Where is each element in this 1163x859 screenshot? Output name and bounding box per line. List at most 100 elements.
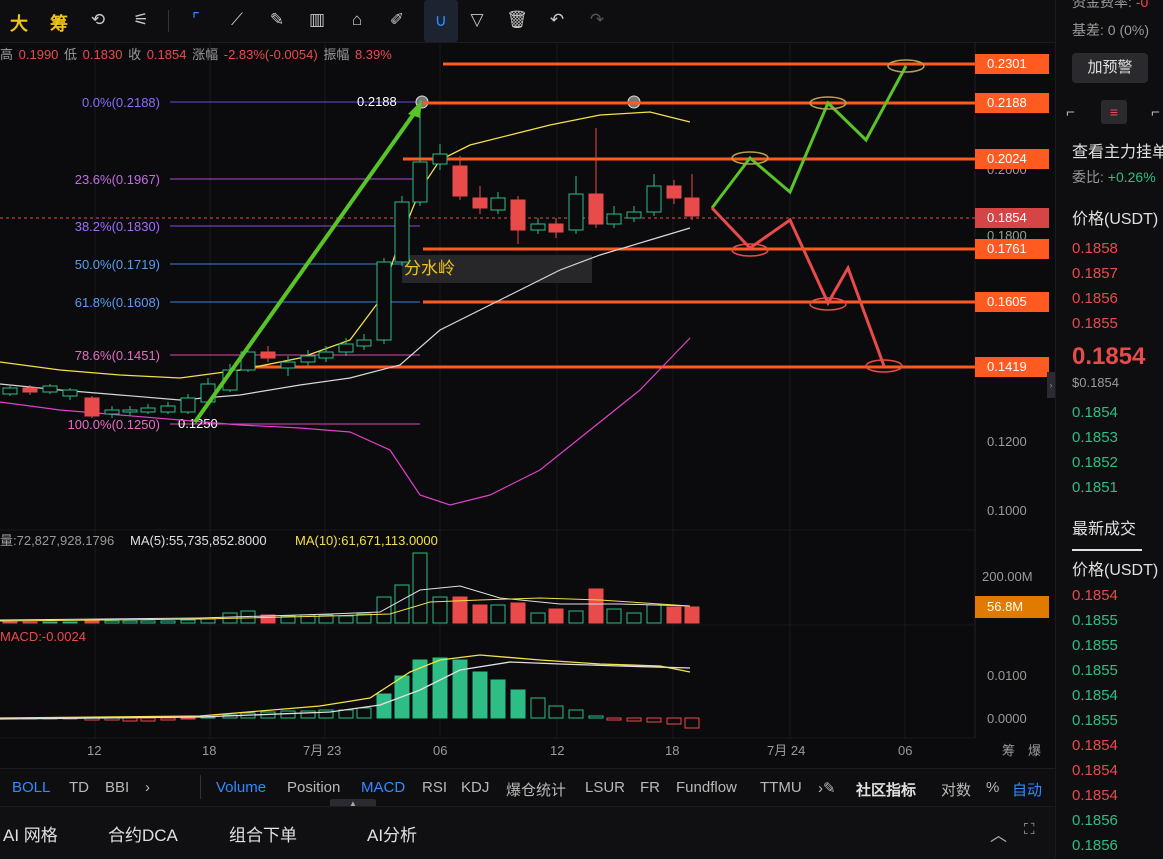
book-row-price[interactable]: 0.1855: [1072, 712, 1118, 729]
high-value: 0.1990: [18, 47, 59, 62]
fib-level-382: 38.2%(0.1830): [75, 219, 160, 234]
volume-bar: [200, 618, 216, 624]
edit-note-icon[interactable]: ✐: [389, 10, 405, 29]
tab-combo-order[interactable]: 组合下单: [229, 826, 297, 845]
tab-ai-analysis[interactable]: AI分析: [367, 826, 418, 845]
book-row-price[interactable]: 0.1855: [1072, 612, 1118, 629]
indicator-position[interactable]: Position: [287, 779, 341, 796]
macd-axis-label: 0.0000: [987, 711, 1027, 726]
indicator-fr[interactable]: FR: [640, 779, 660, 796]
book-row-price[interactable]: 0.1856: [1072, 837, 1118, 854]
book-layout-icon[interactable]: ⌐: [1066, 104, 1075, 121]
collapse-panel-handle[interactable]: ▲: [330, 799, 376, 809]
ruler-icon[interactable]: ⟋: [231, 10, 243, 29]
book-row-price[interactable]: 0.1855: [1072, 662, 1118, 679]
filter-icon[interactable]: ▽: [470, 10, 484, 29]
change-value: -2.83%(-0.0054): [223, 47, 318, 62]
price-tag-level: 0.2188: [975, 93, 1049, 113]
macd-bar: [548, 705, 564, 719]
macd-histogram: [2, 657, 700, 729]
macd-bar: [356, 707, 372, 719]
recent-trades-title[interactable]: 最新成交: [1072, 521, 1137, 538]
fibonacci-retracement[interactable]: 0.0%(0.2188) 23.6%(0.1967) 38.2%(0.1830)…: [67, 94, 641, 432]
book-row-price[interactable]: 0.1855: [1072, 315, 1118, 332]
trash-icon[interactable]: 🗑: [506, 10, 528, 29]
book-row-price[interactable]: 0.1855: [1072, 637, 1118, 654]
macd-bar: [432, 657, 448, 719]
candle-body: [606, 213, 622, 225]
auto-scale-toggle[interactable]: 自动: [1012, 782, 1043, 799]
indicator-ttmu[interactable]: TTMU: [760, 779, 802, 796]
indicator-volume[interactable]: Volume: [216, 779, 267, 796]
percent-scale-toggle[interactable]: %: [986, 779, 1000, 796]
book-row-price[interactable]: 0.1854: [1072, 737, 1118, 754]
book-row-price[interactable]: 0.1857: [1072, 265, 1118, 282]
refresh-drawing-icon[interactable]: ⟲: [90, 10, 106, 29]
undo-icon[interactable]: ↶: [549, 10, 565, 29]
expand-panel-handle[interactable]: ›: [1047, 372, 1055, 398]
candle-body: [626, 211, 642, 219]
price-tag-level: 0.1605: [975, 292, 1049, 312]
macd-bar: [318, 709, 334, 719]
book-row-price[interactable]: 0.1858: [1072, 240, 1118, 257]
volume-ma5-line: [0, 585, 691, 621]
indicator-boll[interactable]: BOLL: [12, 779, 51, 796]
indicator-liquidation[interactable]: 爆仓统计: [506, 782, 567, 799]
book-row-price[interactable]: 0.1856: [1072, 812, 1118, 829]
book-row-price[interactable]: 0.1856: [1072, 290, 1118, 307]
time-axis-label: 7月 24: [767, 743, 805, 758]
pen-settings-icon[interactable]: ⚟: [133, 10, 149, 29]
brush-icon[interactable]: ✎: [269, 10, 285, 29]
book-row-price[interactable]: 0.1854: [1072, 587, 1118, 604]
volume-bar: [84, 620, 100, 624]
indicator-lsur[interactable]: LSUR: [585, 779, 626, 796]
volume-ma5: MA(5):55,735,852.8000: [130, 533, 267, 548]
indicator-fundflow[interactable]: Fundflow: [676, 779, 737, 796]
community-indicators[interactable]: 社区指标: [856, 782, 917, 799]
price-chart[interactable]: 0.2000 0.1800 0.1200 0.1000 0.0%(0.2188)…: [0, 42, 1055, 762]
book-both-icon[interactable]: ≡: [1101, 100, 1127, 124]
book-row-price[interactable]: 0.1854: [1072, 787, 1118, 804]
chevron-up-icon[interactable]: ︿: [990, 826, 1007, 845]
main-orders-link[interactable]: 查看主力挂单: [1072, 144, 1163, 161]
redo-icon[interactable]: ↷: [589, 10, 605, 29]
fullscreen-icon[interactable]: ⛶: [1024, 821, 1035, 838]
macd-bar: [140, 717, 156, 722]
indicator-rsi[interactable]: RSI: [422, 779, 448, 796]
log-scale-toggle[interactable]: 对数: [941, 782, 972, 799]
volume-bar: [472, 604, 488, 624]
indicator-td[interactable]: TD: [69, 779, 89, 796]
chevron-right-icon[interactable]: ›: [145, 779, 150, 796]
candles-icon[interactable]: ▥: [308, 10, 326, 29]
volume-bar: [666, 606, 682, 624]
book-bids-icon[interactable]: ⌐: [1151, 104, 1160, 121]
low-label: 低: [64, 47, 78, 62]
volume-bar: [568, 610, 584, 624]
indicator-kdj[interactable]: KDJ: [461, 779, 490, 796]
book-row-price[interactable]: 0.1854: [1072, 404, 1118, 421]
candle-body: [180, 397, 196, 413]
book-row-price[interactable]: 0.1851: [1072, 479, 1118, 496]
volume-axis-label: 200.00M: [982, 569, 1033, 584]
indicator-divider: [200, 775, 201, 799]
crosshair-cursor-icon[interactable]: ⌜: [192, 10, 200, 29]
indicator-bbi[interactable]: BBI: [105, 779, 130, 796]
candlesticks: [2, 100, 700, 418]
add-alert-button[interactable]: 加预警: [1072, 53, 1148, 83]
candle-body: [160, 405, 176, 413]
indicator-macd[interactable]: MACD: [361, 779, 406, 796]
book-row-price[interactable]: 0.1852: [1072, 454, 1118, 471]
candle-body: [588, 193, 604, 225]
volume-bar: [22, 621, 38, 624]
book-row-price[interactable]: 0.1853: [1072, 429, 1118, 446]
edit-indicators-icon[interactable]: ›✎: [818, 780, 836, 797]
tab-contract-dca[interactable]: 合约DCA: [108, 826, 178, 845]
candle-body: [684, 197, 700, 217]
support-resistance-levels[interactable]: [248, 62, 975, 369]
tab-ai-grid[interactable]: AI 网格: [3, 826, 58, 845]
book-row-price[interactable]: 0.1854: [1072, 762, 1118, 779]
book-row-price[interactable]: 0.1854: [1072, 687, 1118, 704]
magnet-icon[interactable]: ∪: [424, 0, 458, 42]
bag-icon[interactable]: ⌂: [351, 10, 363, 29]
fib-level-0: 0.0%(0.2188): [82, 95, 160, 110]
